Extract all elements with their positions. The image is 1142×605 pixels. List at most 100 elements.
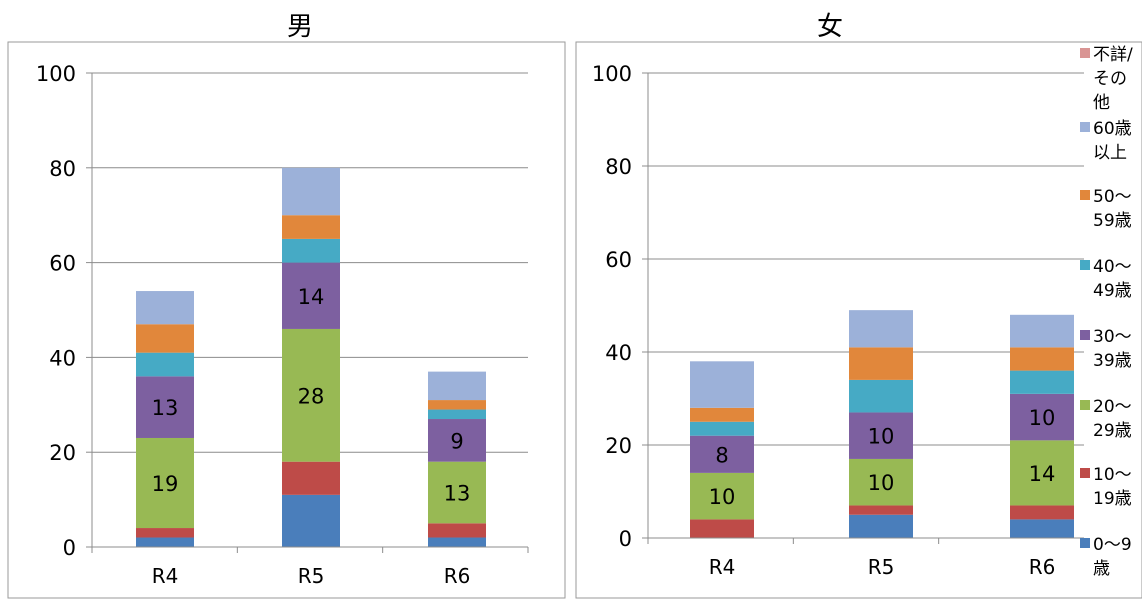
chart-title-female: 女 — [816, 12, 843, 42]
bar-segment — [136, 437, 194, 529]
legend-label: その — [1093, 69, 1127, 89]
x-tick-label: R4 — [152, 564, 179, 588]
legend-swatch — [1080, 400, 1090, 410]
data-label: 13 — [444, 481, 471, 505]
bar-segment — [690, 421, 754, 436]
chart-panel-0: 0 20 40 60 80 100 R4 R5 R6 19 13 28 14 13 9 — [7, 41, 566, 599]
bar-segment — [849, 347, 913, 380]
legend-label: 40～ — [1093, 257, 1132, 277]
data-label: 10 — [868, 425, 895, 449]
bar-segment — [282, 461, 340, 495]
x-tick-label: R5 — [868, 555, 895, 579]
y-tick-label: 80 — [49, 157, 76, 181]
y-tick-label: 40 — [605, 341, 632, 365]
bar-segment — [428, 371, 486, 401]
legend-label: 歳 — [1093, 559, 1110, 579]
bar-segment — [690, 519, 754, 538]
chart-panel-1: 0 20 40 60 80 100 R4 R5 R6 10 8 10 10 14 10 — [575, 41, 1142, 599]
y-tick-label: 20 — [605, 434, 632, 458]
y-tick-label: 60 — [49, 252, 76, 276]
bar-segment — [849, 412, 913, 459]
legend-label: 59歳 — [1093, 211, 1132, 231]
legend-label: 19歳 — [1093, 489, 1132, 509]
bar-segment — [690, 361, 754, 408]
legend-label: 49歳 — [1093, 281, 1132, 301]
legend-label: 60歳 — [1093, 119, 1132, 139]
x-tick-label: R6 — [1029, 555, 1056, 579]
bar-segment — [1010, 440, 1074, 506]
data-label: 9 — [450, 429, 463, 453]
y-tick-label: 0 — [619, 527, 632, 551]
bar-segment — [428, 461, 486, 524]
legend-swatch — [1080, 468, 1090, 478]
bar-segment — [136, 528, 194, 538]
bar-segment — [282, 328, 340, 462]
bar-segment — [690, 407, 754, 422]
y-tick-label: 0 — [63, 536, 76, 560]
bar-segment — [282, 238, 340, 263]
y-tick-label: 100 — [36, 62, 76, 86]
data-label: 10 — [868, 471, 895, 495]
y-tick-label: 40 — [49, 346, 76, 370]
legend-label: 20～ — [1093, 397, 1132, 417]
data-label: 19 — [152, 472, 179, 496]
bar-segment — [136, 324, 194, 353]
y-tick-label: 80 — [605, 155, 632, 179]
bar-segment — [428, 537, 486, 547]
bar-segment — [428, 419, 486, 462]
bar-segment — [1010, 314, 1074, 348]
bar-segment — [849, 514, 913, 538]
bar-segment — [690, 472, 754, 520]
legend-label: 39歳 — [1093, 351, 1132, 371]
bar-segment — [282, 262, 340, 329]
bar-segment — [1010, 370, 1074, 394]
data-label: 10 — [1029, 406, 1056, 430]
bar-segment — [136, 537, 194, 547]
legend-swatch — [1080, 260, 1090, 270]
legend-label: 不詳/ — [1093, 45, 1133, 65]
bar-segment — [282, 167, 340, 216]
bar-segment — [849, 505, 913, 515]
chart-title-male: 男 — [286, 12, 313, 42]
legend-label: 10～ — [1093, 465, 1132, 485]
bar-segment — [1010, 519, 1074, 538]
legend-swatch — [1080, 190, 1090, 200]
y-tick-label: 100 — [592, 62, 632, 86]
data-label: 10 — [709, 485, 736, 509]
legend-swatch — [1080, 48, 1090, 58]
y-tick-label: 20 — [49, 441, 76, 465]
bar-segment — [428, 409, 486, 420]
legend-label: 29歳 — [1093, 421, 1132, 441]
bar-segment — [690, 435, 754, 473]
legend-label: 他 — [1093, 93, 1110, 113]
bar-segment — [1010, 347, 1074, 371]
x-tick-label: R6 — [444, 564, 471, 588]
data-label: 28 — [298, 384, 325, 408]
legend-swatch — [1080, 330, 1090, 340]
legend-label: 30～ — [1093, 327, 1132, 347]
bar-segment — [282, 494, 340, 547]
legend-swatch — [1080, 122, 1090, 132]
legend-label: 0～9 — [1093, 535, 1132, 555]
bar-segment — [1010, 505, 1074, 520]
bar-segment — [136, 352, 194, 377]
x-tick-label: R4 — [709, 555, 736, 579]
data-label: 8 — [715, 443, 728, 467]
legend-label: 以上 — [1093, 143, 1127, 163]
bar-segment — [136, 291, 194, 325]
bar-segment — [1010, 393, 1074, 441]
legend-swatch — [1080, 538, 1090, 548]
bar-segment — [849, 310, 913, 348]
bar-segment — [849, 458, 913, 506]
x-tick-label: R5 — [298, 564, 325, 588]
legend-label: 50～ — [1093, 187, 1132, 207]
bar-segment — [136, 376, 194, 438]
data-label: 14 — [1029, 462, 1056, 486]
data-label: 14 — [298, 285, 325, 309]
data-label: 13 — [152, 396, 179, 420]
bar-segment — [428, 400, 486, 410]
y-tick-label: 60 — [605, 248, 632, 272]
